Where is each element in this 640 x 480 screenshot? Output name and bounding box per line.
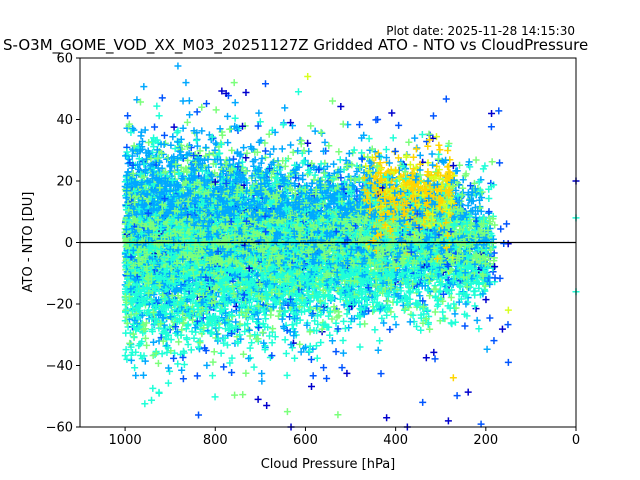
data-point	[255, 109, 263, 117]
data-point	[246, 344, 254, 352]
data-point	[429, 112, 437, 120]
data-point	[287, 141, 295, 149]
data-point	[416, 151, 424, 159]
data-point	[166, 367, 174, 375]
data-point	[195, 345, 203, 353]
data-point	[185, 97, 193, 105]
data-point	[426, 325, 434, 333]
data-point	[309, 372, 317, 380]
data-point	[337, 102, 345, 110]
data-point	[122, 346, 130, 354]
data-point	[140, 83, 148, 91]
data-point	[399, 301, 407, 309]
data-point	[281, 104, 289, 112]
data-point	[445, 140, 453, 148]
data-point	[289, 148, 297, 156]
data-point	[422, 354, 430, 362]
data-point	[458, 201, 466, 209]
data-point	[332, 348, 340, 356]
data-point	[488, 158, 496, 166]
data-point	[317, 339, 325, 347]
data-points	[121, 62, 580, 431]
data-point	[151, 123, 159, 131]
data-point	[231, 114, 239, 122]
data-point	[228, 354, 236, 362]
data-point	[154, 359, 162, 367]
data-point	[326, 331, 334, 339]
data-point	[392, 321, 400, 329]
data-point	[307, 356, 315, 364]
data-point	[160, 131, 168, 139]
data-point	[193, 372, 201, 380]
data-point	[431, 308, 439, 316]
data-point	[411, 134, 419, 142]
data-point	[199, 314, 207, 322]
data-point	[164, 379, 172, 387]
data-point	[240, 144, 248, 152]
data-point	[149, 384, 157, 392]
data-point	[439, 308, 447, 316]
data-point	[161, 139, 169, 147]
data-point	[395, 121, 403, 129]
data-point	[224, 112, 232, 120]
data-point	[203, 100, 211, 108]
data-point	[261, 154, 269, 162]
data-point	[305, 347, 313, 355]
chart-title: S-O3M_GOME_VOD_XX_M03_20251127Z Gridded …	[3, 36, 588, 55]
data-point	[248, 339, 256, 347]
data-point	[485, 195, 493, 203]
data-point	[209, 358, 217, 366]
data-point	[473, 316, 481, 324]
data-point	[313, 354, 321, 362]
data-point	[265, 332, 273, 340]
data-point	[212, 139, 220, 147]
data-point	[317, 311, 325, 319]
data-point	[143, 341, 151, 349]
data-point	[444, 147, 452, 155]
data-point	[453, 392, 461, 400]
data-point	[340, 317, 348, 325]
data-point	[283, 371, 291, 379]
data-point	[378, 314, 386, 322]
data-point	[190, 334, 198, 342]
data-point	[178, 366, 186, 374]
data-point	[196, 147, 204, 155]
data-point	[294, 88, 302, 96]
data-point	[376, 337, 384, 345]
data-point	[171, 349, 179, 357]
data-point	[308, 383, 316, 391]
data-point	[500, 239, 508, 247]
data-point	[430, 348, 438, 356]
data-point	[163, 155, 171, 163]
data-point	[208, 372, 216, 380]
data-point	[132, 372, 140, 380]
data-point	[289, 325, 297, 333]
data-point	[320, 364, 328, 372]
data-point	[268, 339, 276, 347]
data-point	[205, 151, 213, 159]
data-point	[486, 314, 494, 322]
data-point	[447, 319, 455, 327]
data-point	[470, 179, 478, 187]
data-point	[148, 396, 156, 404]
data-point	[374, 346, 382, 354]
data-point	[488, 110, 496, 118]
data-point	[312, 342, 320, 350]
plot-date: Plot date: 2025-11-28 14:15:30	[386, 24, 575, 38]
data-point	[311, 127, 319, 135]
data-point	[174, 360, 182, 368]
data-point	[163, 349, 171, 357]
data-point	[258, 377, 266, 385]
data-point	[382, 145, 390, 153]
data-point	[432, 133, 440, 141]
data-point	[464, 388, 472, 396]
data-point	[195, 411, 203, 419]
data-point	[304, 139, 312, 147]
data-point	[281, 336, 289, 344]
data-point	[431, 282, 439, 290]
data-point	[291, 354, 299, 362]
data-point	[495, 107, 503, 115]
